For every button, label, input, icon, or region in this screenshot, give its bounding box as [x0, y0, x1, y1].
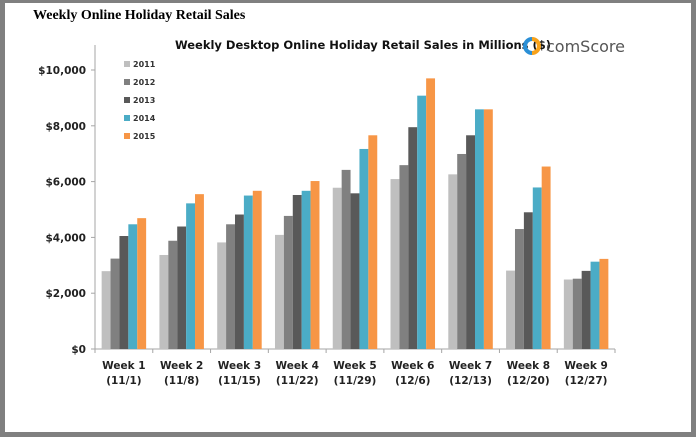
bar-2015-week-3 — [252, 190, 262, 349]
legend-swatch-2013 — [124, 97, 130, 103]
x-tick-sublabel: (12/6) — [395, 375, 430, 387]
x-tick-label: Week 9 — [564, 360, 607, 372]
x-tick-sublabel: (11/22) — [276, 375, 319, 387]
bar-2011-week-6 — [390, 179, 400, 349]
legend-label-2012: 2012 — [133, 78, 155, 87]
legend-swatch-2011 — [124, 61, 130, 67]
bar-2013-week-2 — [177, 226, 187, 349]
legend-label-2015: 2015 — [133, 132, 156, 141]
x-tick-sublabel: (12/20) — [507, 375, 550, 387]
bar-2015-week-6 — [426, 78, 436, 350]
bar-2012-week-8 — [514, 229, 524, 349]
x-tick-sublabel: (11/1) — [106, 375, 141, 387]
bar-2012-week-4 — [283, 215, 293, 349]
bar-2011-week-7 — [448, 174, 458, 349]
bar-2015-week-1 — [137, 218, 147, 349]
bar-2011-week-8 — [506, 270, 515, 349]
bar-2014-week-7 — [475, 109, 484, 350]
legend-swatch-2012 — [124, 79, 130, 85]
bar-2013-week-8 — [523, 212, 533, 349]
bar-2012-week-9 — [572, 278, 582, 349]
bar-2015-week-4 — [310, 181, 320, 349]
bars — [101, 78, 609, 350]
bar-2013-week-9 — [581, 270, 591, 349]
x-tick-sublabel: (11/15) — [218, 375, 261, 387]
y-tick-label: $10,000 — [38, 65, 86, 77]
bar-2014-week-9 — [590, 261, 600, 349]
bar-2011-week-1 — [101, 271, 111, 349]
bar-2013-week-3 — [234, 214, 244, 349]
bar-2014-week-6 — [417, 95, 427, 349]
x-tick-label: Week 1 — [102, 360, 145, 372]
x-tick-label: Week 8 — [507, 360, 550, 372]
x-tick-sublabel: (11/29) — [334, 375, 377, 387]
bar-2014-week-8 — [532, 187, 542, 349]
y-tick-label: $4,000 — [45, 232, 86, 244]
legend-label-2013: 2013 — [133, 96, 155, 105]
legend-label-2014: 2014 — [133, 114, 156, 123]
x-tick-sublabel: (12/13) — [449, 375, 492, 387]
logo-text: comScore — [546, 36, 625, 56]
bar-2014-week-4 — [301, 190, 311, 349]
bar-2015-week-8 — [541, 166, 551, 349]
x-tick-label: Week 7 — [449, 360, 492, 372]
bar-2011-week-2 — [159, 254, 169, 349]
legend-swatch-2015 — [124, 133, 130, 139]
x-tick-label: Week 6 — [391, 360, 434, 372]
bar-2013-week-1 — [119, 236, 129, 349]
legend: 2011 2012 2013 2014 2015 — [124, 60, 156, 141]
bar-2013-week-5 — [350, 193, 360, 349]
bar-2014-week-5 — [359, 148, 369, 349]
bar-2012-week-7 — [457, 153, 467, 349]
legend-swatch-2014 — [124, 115, 130, 121]
bar-2013-week-4 — [292, 194, 302, 349]
y-tick-label: $0 — [71, 344, 86, 356]
bar-2013-week-7 — [466, 135, 476, 349]
bar-2014-week-3 — [243, 195, 253, 349]
bar-2012-week-3 — [226, 224, 235, 349]
bar-2011-week-9 — [563, 279, 573, 349]
x-tick-sublabel: (12/27) — [565, 375, 608, 387]
bar-2011-week-3 — [217, 242, 227, 349]
bar-2012-week-5 — [341, 169, 351, 349]
bar-2012-week-2 — [168, 240, 178, 349]
legend-label-2011: 2011 — [133, 60, 156, 69]
bar-2011-week-4 — [274, 234, 284, 349]
bar-2014-week-2 — [186, 203, 196, 349]
x-tick-sublabel: (11/8) — [164, 375, 199, 387]
chart-title: Weekly Desktop Online Holiday Retail Sal… — [174, 38, 552, 52]
bar-2015-week-5 — [368, 135, 378, 349]
x-tick-label: Week 5 — [333, 360, 376, 372]
document-title: Weekly Online Holiday Retail Sales — [33, 8, 246, 23]
y-tick-label: $2,000 — [45, 288, 86, 300]
bar-2012-week-6 — [399, 165, 409, 349]
bar-2015-week-7 — [483, 109, 493, 350]
bar-2015-week-9 — [599, 258, 609, 349]
bar-2012-week-1 — [110, 258, 120, 349]
bar-2011-week-5 — [332, 187, 342, 349]
x-tick-label: Week 4 — [276, 360, 319, 372]
comscore-logo: comScore — [522, 36, 625, 56]
comscore-logo-icon — [523, 37, 541, 55]
bar-2015-week-2 — [195, 194, 204, 349]
bar-2013-week-6 — [408, 127, 418, 349]
bar-2014-week-1 — [128, 224, 138, 349]
x-tick-label: Week 2 — [160, 360, 203, 372]
y-tick-label: $8,000 — [45, 121, 86, 133]
y-tick-label: $6,000 — [45, 177, 86, 189]
x-tick-label: Week 3 — [218, 360, 261, 372]
